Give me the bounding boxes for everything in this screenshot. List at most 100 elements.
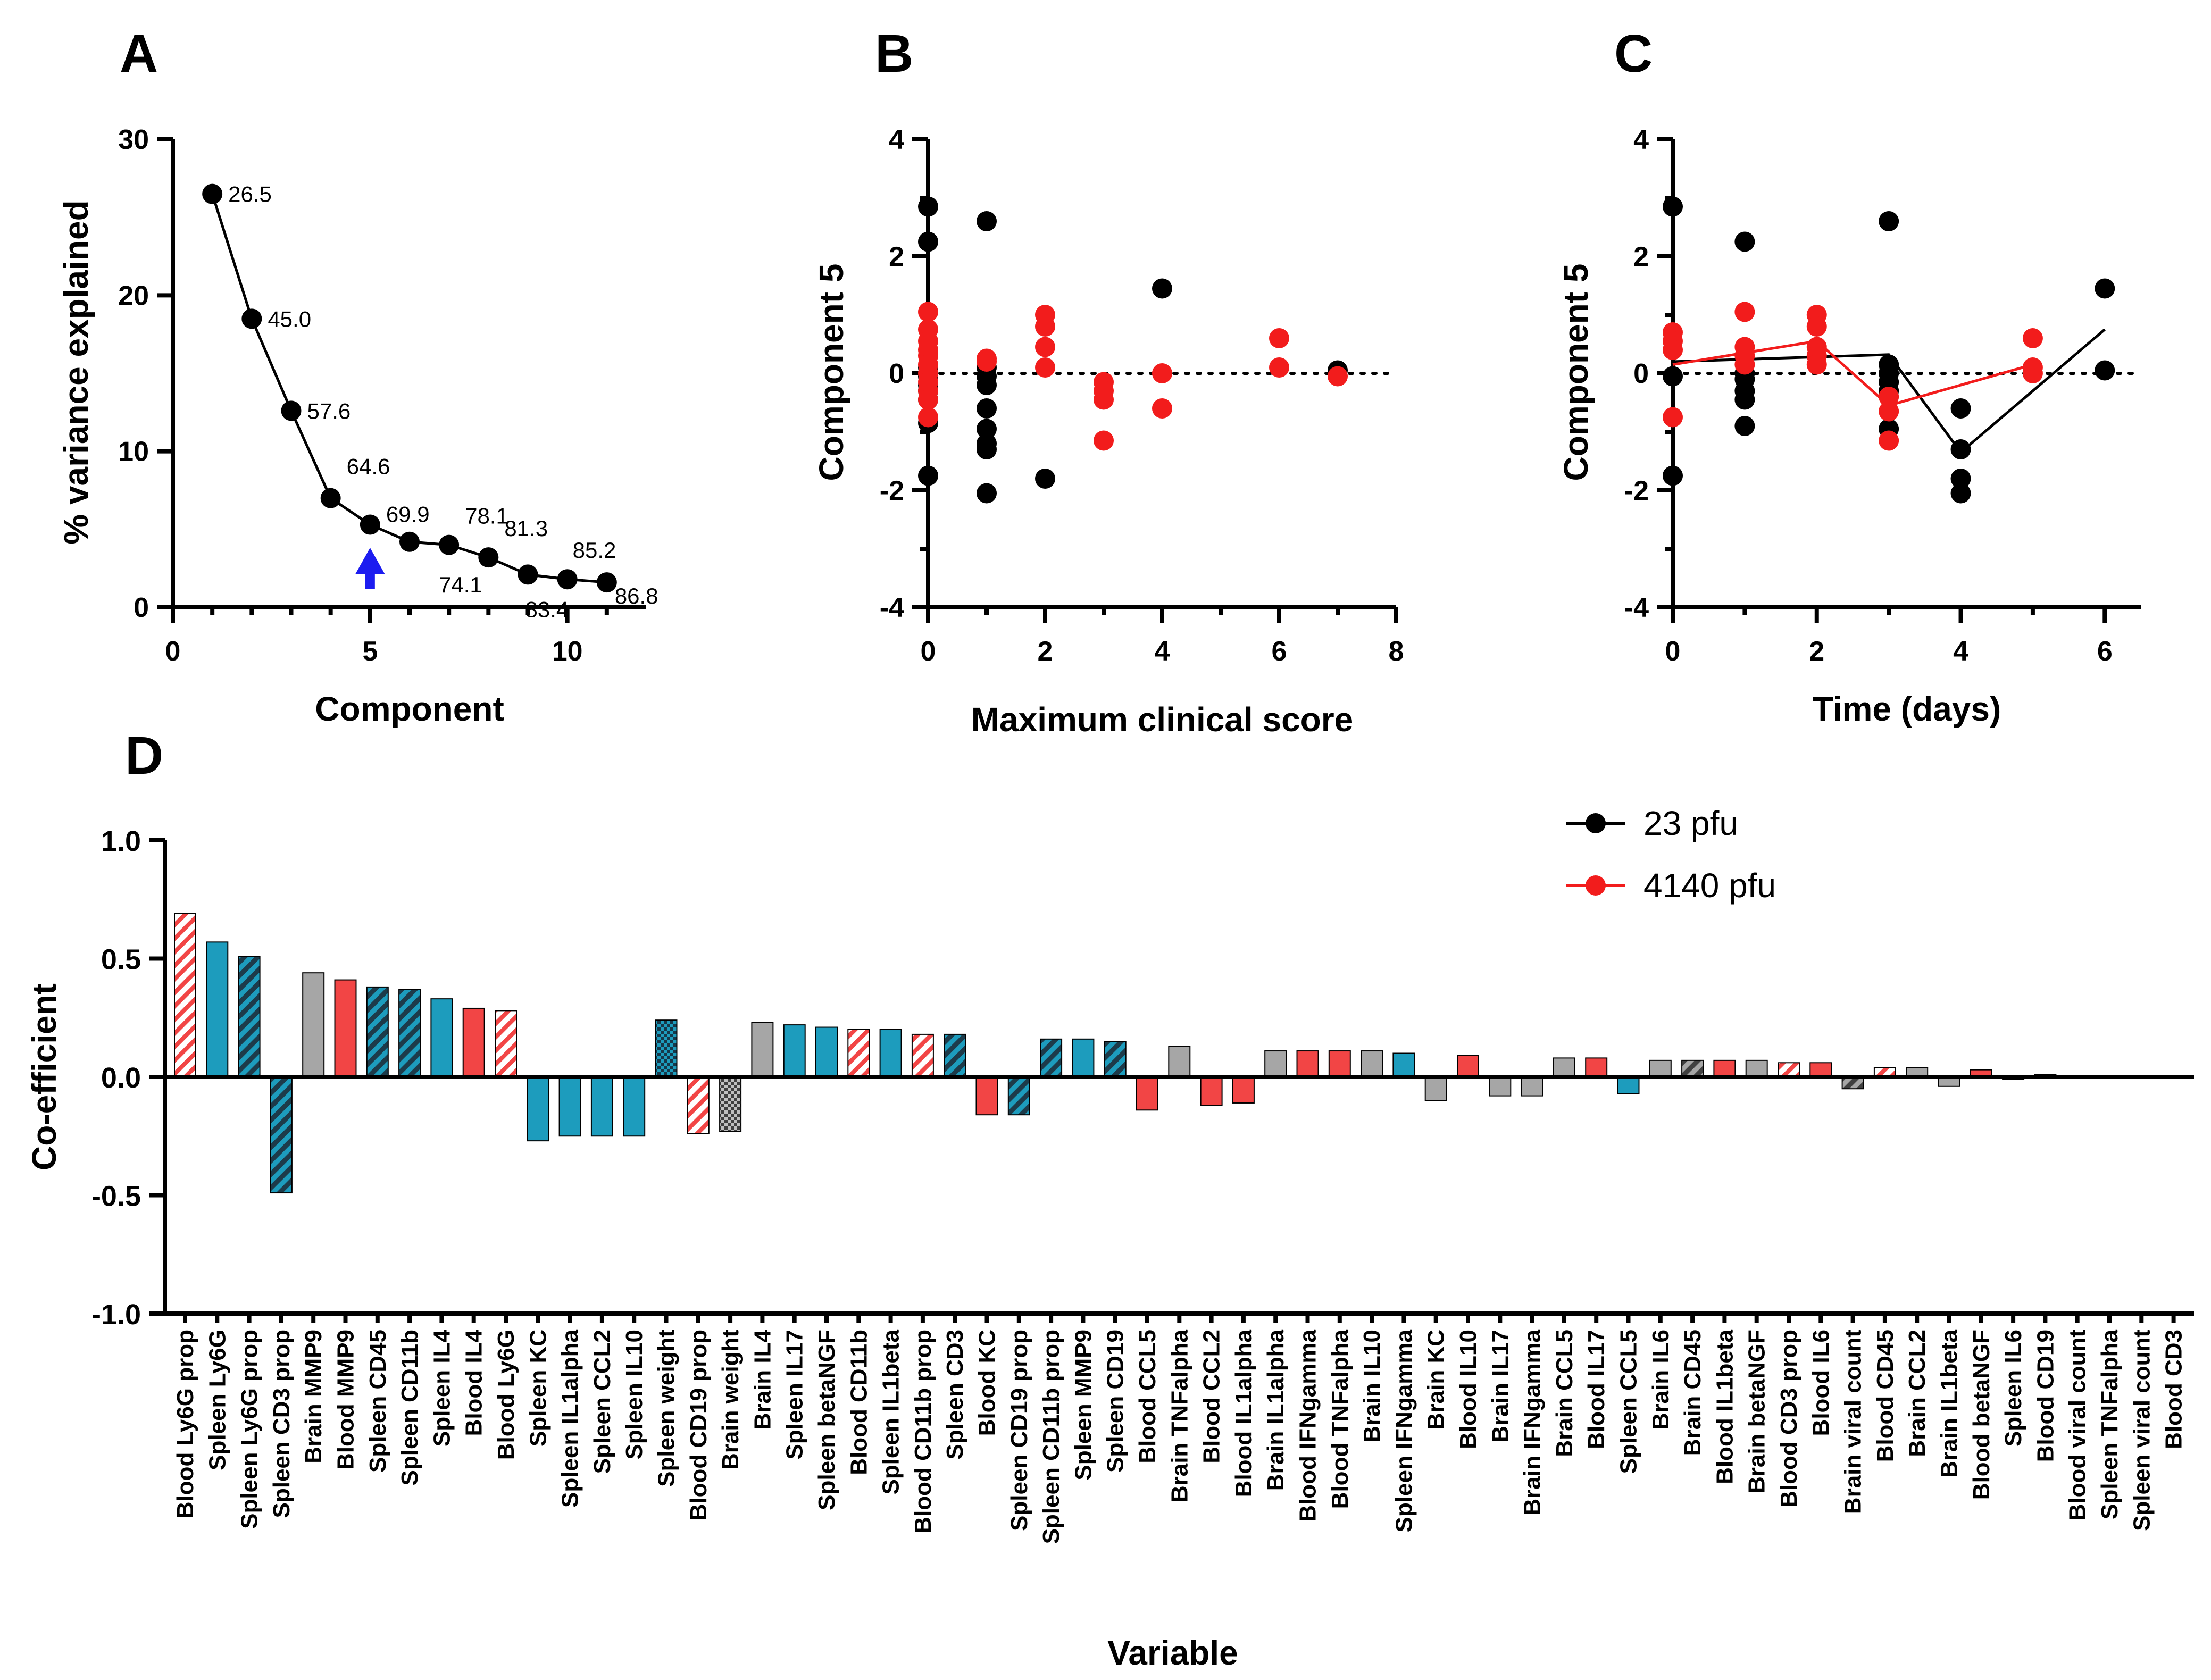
d-category-label: Brain MMP9	[301, 1330, 327, 1464]
b-point	[918, 465, 938, 486]
b-point	[977, 352, 997, 372]
d-category-label: Spleen CCL2	[589, 1330, 615, 1474]
d-bar	[1200, 1076, 1223, 1106]
b-x-tick-label: 8	[1389, 636, 1404, 667]
d-category-label: Spleen CCL5	[1616, 1330, 1642, 1474]
a-point	[320, 488, 341, 508]
d-category-label: Brain IL1alpha	[1263, 1329, 1289, 1491]
d-bar	[815, 1026, 838, 1078]
d-category-label: Blood Ly6G	[493, 1330, 519, 1460]
panel-letter-b: B	[875, 24, 913, 83]
d-category-label: Blood CD3 prop	[1776, 1330, 1802, 1508]
a-cumulative-label: 86.8	[615, 583, 658, 608]
a-cumulative-label: 45.0	[268, 306, 311, 331]
d-y-tick-label: 0.5	[101, 944, 141, 976]
d-category-label: Spleen IL17	[782, 1330, 808, 1460]
c-x-axis-title: Time (days)	[1813, 690, 2001, 728]
b-point	[1328, 366, 1348, 387]
panel-a-scree-plot: 0 10 20 30 0 5 10 Component % variance explained…	[57, 124, 658, 728]
c-point	[1734, 389, 1755, 410]
c-point	[1663, 366, 1683, 387]
b-point	[1035, 337, 1055, 357]
b-point	[918, 231, 938, 252]
c-point	[1879, 401, 1899, 422]
a-cumulative-label: 26.5	[228, 182, 272, 207]
a-cumulative-label: 74.1	[439, 572, 482, 597]
d-category-label: Spleen weight	[654, 1330, 680, 1487]
b-point	[1035, 316, 1055, 337]
b-point	[918, 196, 938, 217]
b-x-tick-label: 4	[1155, 636, 1170, 667]
d-bar	[847, 1029, 870, 1077]
d-category-label: Spleen IL4	[429, 1329, 455, 1447]
d-category-label: Blood CD45	[1872, 1330, 1898, 1462]
a-y-tick-label: 30	[118, 124, 149, 155]
d-bar	[1809, 1062, 1832, 1078]
d-category-label: Blood MMP9	[333, 1330, 359, 1470]
panel-letter-a: A	[120, 24, 158, 83]
d-category-label: Blood KC	[974, 1330, 1000, 1436]
d-bar	[1713, 1059, 1736, 1077]
d-category-label: Blood CD3	[2161, 1330, 2187, 1449]
a-point	[518, 564, 538, 585]
d-category-label: Spleen IFNgamma	[1391, 1329, 1417, 1532]
d-category-label: Blood CD19	[2032, 1330, 2058, 1462]
b-y-axis-title: Component 5	[812, 264, 850, 481]
d-bar	[398, 989, 421, 1077]
b-x-tick-label: 2	[1038, 636, 1053, 667]
a-x-tick-label: 0	[165, 636, 181, 667]
c-y-axis-title: Component 5	[1557, 264, 1595, 481]
b-point	[1269, 328, 1289, 348]
a-y-tick-label: 10	[118, 437, 149, 467]
b-point	[977, 483, 997, 504]
d-category-label: Blood TNFalpha	[1327, 1329, 1353, 1509]
d-bar	[911, 1033, 934, 1078]
a-y-tick-label: 20	[118, 280, 149, 311]
d-category-label: Brain betaNGF	[1744, 1330, 1770, 1493]
panel-letter-c: C	[1614, 24, 1653, 83]
d-category-label: Spleen CD11b prop	[1038, 1330, 1064, 1544]
c-point	[1734, 354, 1755, 375]
d-category-label: Brain IFNgamma	[1520, 1329, 1546, 1515]
d-bar	[366, 986, 389, 1078]
d-bar	[302, 972, 325, 1077]
d-y-tick-label: -1.0	[91, 1299, 141, 1331]
d-category-label: Spleen CD19	[1103, 1330, 1129, 1473]
c-point	[1950, 439, 1971, 459]
b-point	[977, 375, 997, 395]
a-point	[557, 569, 578, 590]
d-bar	[1392, 1052, 1415, 1077]
d-category-label: Spleen CD19 prop	[1006, 1330, 1032, 1531]
b-point	[977, 398, 997, 419]
c-y-tick-label: 2	[1633, 241, 1649, 272]
b-point	[977, 419, 997, 439]
d-category-label: Blood IL10	[1455, 1330, 1481, 1449]
d-category-label: Brain CCL2	[1904, 1330, 1930, 1457]
c-point	[1879, 211, 1899, 231]
c-point	[1806, 354, 1827, 375]
d-bar	[430, 998, 453, 1078]
c-y-tick-label: 0	[1633, 358, 1649, 389]
a-x-axis-title: Component	[315, 690, 504, 728]
d-bar	[687, 1076, 710, 1134]
b-y-tick-label: -2	[880, 475, 904, 506]
c-point	[1950, 398, 1971, 419]
d-bar	[1072, 1038, 1095, 1078]
d-category-label: Blood Ly6G prop	[172, 1330, 198, 1518]
c-point	[1950, 483, 1971, 504]
c-x-tick-label: 4	[1953, 636, 1968, 667]
a-arrow-icon-shaft	[365, 573, 375, 589]
d-category-label: Brain TNFalpha	[1166, 1329, 1192, 1502]
a-point	[596, 572, 617, 593]
b-point	[1094, 430, 1114, 451]
b-point	[1152, 363, 1172, 383]
c-point	[2022, 363, 2043, 383]
d-bar	[1745, 1059, 1768, 1077]
d-category-label: Brain weight	[717, 1330, 744, 1470]
d-category-label: Blood IFNgamma	[1295, 1329, 1321, 1522]
d-bar	[1649, 1059, 1672, 1077]
c-point	[1734, 416, 1755, 436]
d-category-label: Spleen TNFalpha	[2097, 1329, 2123, 1519]
a-cumulative-label: 81.3	[504, 516, 548, 541]
